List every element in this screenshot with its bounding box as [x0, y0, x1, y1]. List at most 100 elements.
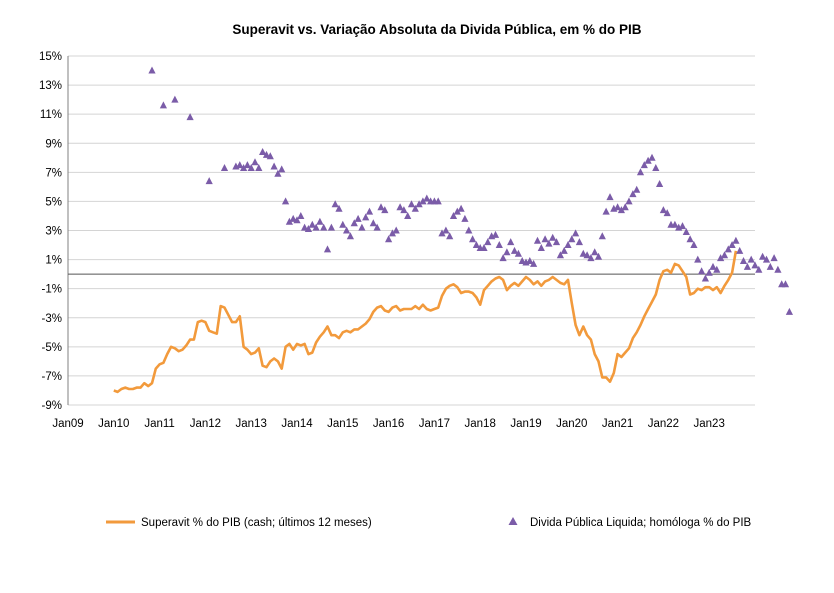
divida-marker: [568, 235, 576, 243]
divida-marker: [148, 66, 156, 74]
divida-marker: [434, 197, 442, 205]
divida-marker: [549, 233, 557, 241]
divida-marker: [694, 255, 702, 263]
divida-marker: [220, 164, 229, 171]
divida-marker: [262, 150, 271, 158]
divida-marker: [308, 220, 316, 228]
divida-marker: [381, 206, 389, 214]
y-tick-label: 5%: [45, 196, 62, 208]
x-tick-label: Jan18: [465, 418, 496, 430]
divida-marker: [591, 248, 599, 256]
divida-marker: [629, 190, 637, 198]
divida-marker: [480, 244, 488, 251]
divida-marker: [446, 232, 454, 240]
divida-marker: [751, 261, 759, 269]
divida-marker: [552, 238, 561, 246]
divida-marker: [301, 223, 309, 231]
divida-marker: [602, 207, 610, 215]
y-axis-ticks: 15% 13% 11% 9% 7% 5% 3% 1% -1% -3% -5% -7% -9%: [39, 51, 62, 412]
divida-marker: [770, 254, 778, 262]
divida-marker: [274, 169, 282, 177]
divida-marker: [186, 113, 194, 121]
divida-marker: [507, 238, 515, 246]
divida-marker: [762, 255, 771, 263]
divida-marker: [644, 156, 652, 164]
divida-marker: [278, 165, 286, 173]
divida-marker: [469, 235, 477, 243]
divida-marker: [717, 254, 725, 262]
x-tick-label: Jan16: [373, 418, 404, 430]
divida-marker: [465, 226, 473, 234]
divida-marker: [491, 230, 500, 238]
divida-marker: [499, 254, 507, 262]
divida-marker: [598, 232, 606, 240]
legend-divida-swatch: [508, 517, 518, 525]
divida-marker: [545, 239, 553, 247]
divida-marker: [159, 101, 167, 109]
divida-marker: [564, 241, 572, 248]
divida-marker: [396, 203, 404, 211]
divida-marker: [495, 241, 503, 248]
gridlines: [67, 55, 755, 406]
x-tick-label: Jan21: [602, 418, 633, 430]
superavit-series: [113, 250, 738, 394]
divida-marker: [255, 164, 263, 171]
divida-marker: [472, 241, 480, 248]
divida-marker: [484, 238, 492, 246]
superavit-line: [113, 250, 738, 394]
divida-marker: [358, 223, 366, 231]
divida-marker: [373, 223, 381, 231]
divida-marker: [606, 193, 614, 201]
divida-marker: [388, 229, 396, 237]
divida-marker: [755, 265, 763, 273]
divida-marker: [365, 207, 374, 215]
x-tick-label: Jan15: [327, 418, 358, 430]
divida-marker: [541, 235, 549, 243]
divida-marker: [419, 197, 427, 205]
divida-marker: [461, 214, 469, 222]
y-tick-label: -1%: [42, 284, 62, 296]
divida-marker: [304, 225, 313, 232]
divida-marker: [621, 203, 629, 211]
divida-marker: [736, 246, 744, 254]
divida-marker: [583, 251, 591, 259]
divida-marker: [270, 162, 278, 170]
divida-marker: [331, 200, 339, 208]
divida-marker: [759, 252, 767, 260]
divida-marker: [503, 248, 511, 256]
divida-marker: [243, 161, 251, 169]
y-tick-label: 7%: [45, 167, 62, 179]
divida-marker: [320, 223, 328, 231]
divida-series: [148, 66, 793, 315]
divida-marker: [785, 307, 793, 315]
divida-marker: [530, 259, 538, 267]
divida-marker: [537, 244, 545, 251]
divida-marker: [652, 164, 660, 171]
divida-marker: [572, 229, 580, 237]
x-tick-label: Jan11: [144, 418, 174, 430]
divida-marker: [323, 245, 332, 253]
divida-marker: [594, 252, 603, 260]
divida-marker: [747, 255, 755, 263]
x-tick-label: Jan09: [52, 418, 83, 430]
y-tick-label: 13%: [39, 80, 62, 92]
divida-marker: [438, 229, 446, 237]
divida-marker: [281, 197, 290, 205]
divida-marker: [766, 262, 774, 270]
divida-marker: [728, 241, 736, 248]
divida-marker: [369, 219, 377, 227]
divida-marker: [404, 212, 412, 219]
x-tick-label: Jan10: [98, 418, 129, 430]
divida-marker: [346, 232, 354, 240]
divida-marker: [289, 214, 297, 222]
divida-marker: [526, 257, 534, 264]
divida-marker: [560, 246, 568, 254]
divida-marker: [533, 236, 542, 244]
divida-marker: [514, 249, 522, 257]
divida-marker: [732, 236, 740, 244]
divida-marker: [453, 207, 461, 215]
y-tick-label: 1%: [45, 255, 62, 267]
divida-marker: [739, 257, 748, 264]
